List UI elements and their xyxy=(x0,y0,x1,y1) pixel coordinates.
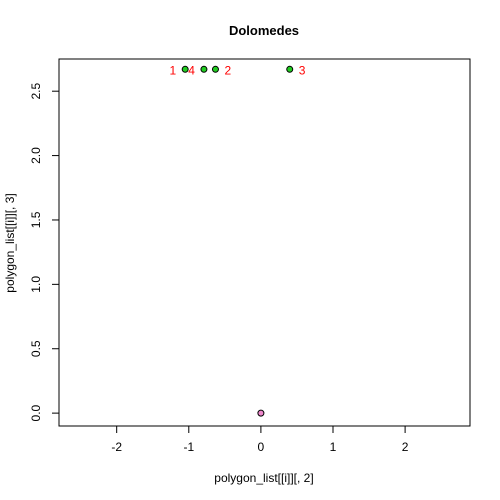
data-point xyxy=(287,66,293,72)
data-point xyxy=(201,66,207,72)
point-label: 4 xyxy=(188,63,195,77)
x-tick-label: 1 xyxy=(330,440,337,454)
y-tick-label: 2.5 xyxy=(29,83,43,100)
x-tick-label: 0 xyxy=(258,440,265,454)
y-axis-label: polygon_list[[i]][, 3] xyxy=(3,193,17,292)
data-point xyxy=(258,410,264,416)
chart-title: Dolomedes xyxy=(229,23,299,38)
y-tick-label: 0.5 xyxy=(29,340,43,357)
point-label: 3 xyxy=(299,63,306,77)
y-tick-label: 2.0 xyxy=(29,147,43,164)
point-label: 1 xyxy=(169,63,176,77)
point-label: 2 xyxy=(224,63,231,77)
x-axis-label: polygon_list[[i]][, 2] xyxy=(214,471,313,485)
x-tick-label: -2 xyxy=(111,440,122,454)
x-tick-label: 2 xyxy=(402,440,409,454)
y-tick-label: 1.5 xyxy=(29,211,43,228)
y-tick-label: 1.0 xyxy=(29,276,43,293)
data-point xyxy=(212,66,218,72)
x-tick-label: -1 xyxy=(183,440,194,454)
y-tick-label: 0.0 xyxy=(29,404,43,421)
